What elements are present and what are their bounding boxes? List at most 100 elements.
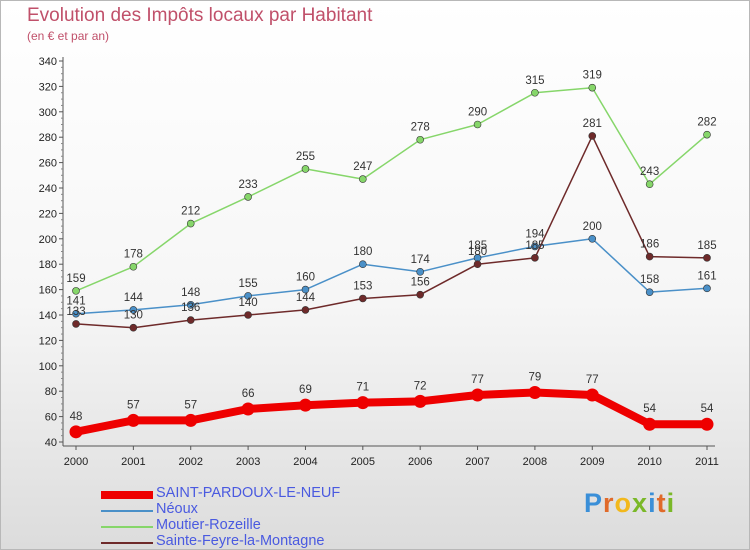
x-tick-label: 2001 — [121, 456, 145, 468]
data-label-saint-pardoux-le-neuf: 57 — [127, 399, 140, 411]
data-point-n-oux — [531, 242, 539, 251]
data-point-saint-pardoux-le-neuf — [413, 394, 427, 408]
data-point-n-oux — [72, 309, 80, 318]
data-point-moutier-rozeille — [129, 262, 138, 271]
data-label-moutier-rozeille: 247 — [353, 161, 372, 173]
data-label-n-oux: 148 — [181, 287, 200, 299]
data-label-moutier-rozeille: 319 — [583, 70, 602, 82]
data-point-n-oux — [703, 284, 711, 293]
data-label-saint-pardoux-le-neuf: 57 — [184, 399, 197, 411]
data-point-saint-pardoux-le-neuf — [471, 388, 485, 402]
data-label-saint-pardoux-le-neuf: 69 — [299, 384, 312, 396]
y-tick-label: 40 — [45, 437, 57, 449]
legend-swatch — [101, 491, 153, 499]
y-tick-label: 120 — [39, 335, 57, 347]
data-label-n-oux: 155 — [238, 278, 257, 290]
logo-letter: i — [648, 488, 657, 518]
data-point-saint-pardoux-le-neuf — [126, 413, 140, 427]
data-point-sainte-feyre-la-montagne — [359, 294, 367, 303]
data-label-n-oux: 180 — [353, 246, 372, 258]
y-tick-label: 260 — [39, 158, 57, 170]
x-tick-label: 2000 — [64, 456, 88, 468]
data-point-moutier-rozeille — [703, 130, 711, 139]
legend-swatch — [101, 510, 153, 512]
data-label-moutier-rozeille: 159 — [66, 273, 85, 285]
x-tick-label: 2005 — [351, 456, 375, 468]
data-label-n-oux: 174 — [411, 254, 431, 266]
data-point-saint-pardoux-le-neuf — [528, 385, 542, 399]
x-tick-label: 2004 — [293, 456, 317, 468]
data-point-moutier-rozeille — [416, 135, 424, 144]
data-label-moutier-rozeille: 243 — [640, 166, 659, 178]
x-tick-label: 2002 — [178, 456, 202, 468]
series-line-n-oux — [75, 238, 708, 315]
line-chart: 40 60 80 100 120 140 160 180 200 220 240 260 280 300 3… — [39, 56, 719, 468]
series-line-saint-pardoux-le-neuf — [72, 388, 711, 436]
legend-item-saint-pardoux-le-neuf: SAINT-PARDOUX-LE-NEUF — [101, 485, 461, 502]
x-tick-label: 2011 — [695, 456, 719, 468]
data-label-saint-pardoux-le-neuf: 77 — [471, 374, 484, 386]
data-point-saint-pardoux-le-neuf — [184, 413, 198, 427]
data-label-n-oux: 194 — [525, 228, 545, 240]
y-tick-label: 160 — [39, 285, 57, 297]
chart-legend: SAINT-PARDOUX-LE-NEUF Néoux Moutier-Rozeil… — [101, 485, 461, 550]
data-label-moutier-rozeille: 278 — [411, 122, 430, 134]
legend-label: Moutier-Rozeille — [156, 517, 261, 533]
data-point-n-oux — [301, 285, 310, 294]
data-point-moutier-rozeille — [244, 193, 252, 201]
data-label-saint-pardoux-le-neuf: 71 — [356, 382, 369, 394]
data-point-moutier-rozeille — [588, 83, 597, 92]
data-point-saint-pardoux-le-neuf — [69, 425, 83, 439]
data-label-n-oux: 160 — [296, 272, 315, 284]
data-point-moutier-rozeille — [531, 88, 539, 97]
data-label-saint-pardoux-le-neuf: 79 — [529, 371, 542, 383]
data-label-sainte-feyre-la-montagne: 186 — [640, 239, 659, 251]
data-label-moutier-rozeille: 315 — [525, 75, 544, 87]
data-point-sainte-feyre-la-montagne — [416, 290, 424, 299]
chart-subtitle: (en € et par an) — [27, 29, 110, 43]
data-point-saint-pardoux-le-neuf — [643, 417, 657, 431]
data-label-sainte-feyre-la-montagne: 130 — [124, 310, 143, 322]
logo-letter: P — [584, 488, 604, 518]
series-line-moutier-rozeille — [75, 86, 708, 292]
data-label-saint-pardoux-le-neuf: 54 — [701, 403, 714, 415]
y-tick-label: 140 — [39, 310, 57, 322]
data-point-n-oux — [186, 301, 195, 309]
y-tick-label: 340 — [39, 56, 57, 68]
x-tick-label: 2010 — [637, 456, 661, 468]
data-label-sainte-feyre-la-montagne: 185 — [525, 240, 544, 252]
data-point-moutier-rozeille — [359, 175, 367, 183]
data-point-saint-pardoux-le-neuf — [356, 396, 370, 410]
data-point-sainte-feyre-la-montagne — [588, 132, 597, 140]
data-label-saint-pardoux-le-neuf: 66 — [242, 388, 255, 400]
legend-item-moutier-rozeille: Moutier-Rozeille — [101, 517, 461, 534]
y-tick-label: 100 — [39, 361, 57, 373]
logo-letter: t — [656, 488, 667, 518]
data-label-n-oux: 161 — [697, 270, 716, 282]
legend-label: Néoux — [156, 501, 198, 517]
data-point-moutier-rozeille — [186, 219, 195, 228]
data-point-sainte-feyre-la-montagne — [301, 306, 310, 314]
y-tick-label: 220 — [39, 208, 57, 220]
data-point-n-oux — [129, 306, 138, 314]
data-point-sainte-feyre-la-montagne — [129, 323, 138, 332]
y-tick-label: 80 — [45, 386, 57, 398]
y-tick-label: 180 — [39, 259, 57, 271]
y-tick-label: 280 — [39, 132, 57, 144]
series-line-sainte-feyre-la-montagne — [75, 135, 708, 329]
data-point-n-oux — [416, 268, 424, 276]
legend-swatch — [101, 542, 153, 544]
data-label-n-oux: 185 — [468, 240, 487, 252]
data-point-n-oux — [588, 235, 597, 243]
x-tick-label: 2006 — [408, 456, 432, 468]
data-label-sainte-feyre-la-montagne: 156 — [411, 277, 430, 289]
legend-label: Sainte-Feyre-la-Montagne — [156, 533, 325, 549]
logo-letter: o — [614, 488, 633, 518]
y-tick-label: 320 — [39, 81, 57, 93]
data-point-saint-pardoux-le-neuf — [298, 398, 312, 412]
legend-item-n-oux: Néoux — [101, 501, 461, 518]
logo-letter: r — [603, 488, 615, 518]
data-label-sainte-feyre-la-montagne: 185 — [697, 240, 716, 252]
legend-swatch — [101, 526, 153, 528]
data-point-n-oux — [244, 292, 252, 300]
